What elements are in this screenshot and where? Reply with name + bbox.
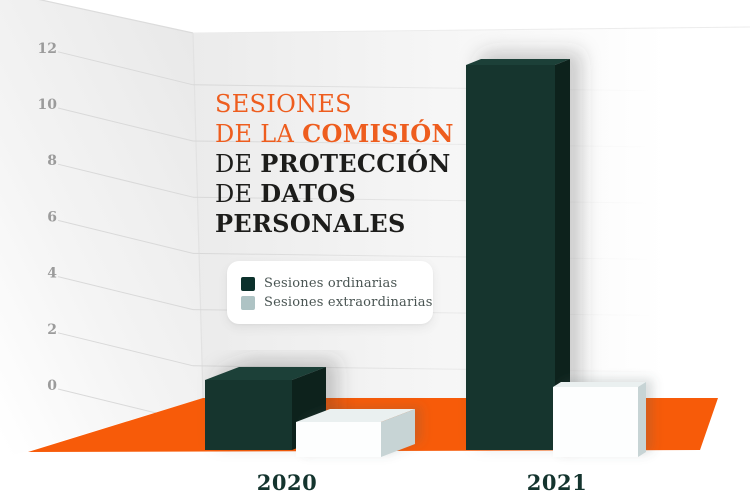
gridline-left-6 (57, 219, 194, 254)
y-tick-12: 12 (38, 41, 57, 57)
bar-top-face (553, 382, 646, 387)
bar-2020-extraordinarias (296, 409, 415, 457)
bar-2021-extraordinarias (553, 382, 646, 457)
bar-front-face (296, 422, 381, 457)
bar-top-face (205, 367, 326, 380)
bar-side-face (638, 382, 646, 457)
legend-item-extraordinarias: Sesiones extraordinarias (241, 295, 432, 310)
bar-top-face (296, 409, 415, 422)
gridline-left-12 (57, 51, 194, 86)
y-axis-labels: 0 2 4 6 8 10 12 (38, 41, 58, 394)
x-label-2020: 2020 (256, 470, 318, 495)
legend-label-ordinarias: Sesiones ordinarias (264, 276, 398, 291)
back-wall-top-edge (192, 26, 750, 34)
y-tick-10: 10 (38, 97, 58, 113)
gridline-back-6 (192, 252, 661, 260)
bar-2020-ordinarias (205, 367, 326, 450)
title-line-4: DE DATOS (215, 179, 357, 208)
bar-side-face (555, 59, 570, 450)
legend-card: Sesiones ordinarias Sesiones extraordina… (227, 261, 433, 324)
bar-side-face (381, 409, 415, 457)
bar-front-face (553, 387, 638, 457)
gridline-back-8 (192, 196, 661, 204)
title-line-5: PERSONALES (215, 209, 406, 238)
title-line-1: SESIONES (215, 90, 352, 118)
y-tick-4: 4 (47, 266, 57, 282)
title-line-3: DE PROTECCIÓN (215, 149, 451, 178)
wall-corner-edge (192, 32, 204, 399)
gridline-left-8 (57, 163, 194, 198)
gridline-back-12 (192, 84, 661, 92)
left-wall (0, 0, 203, 459)
gridline-back-10 (192, 140, 661, 148)
legend-label-extraordinarias: Sesiones extraordinarias (264, 295, 433, 310)
bar-front-face (205, 380, 292, 450)
y-tick-0: 0 (47, 378, 57, 394)
legend-swatch-extraordinarias-rect (241, 295, 255, 310)
legend-swatch-ordinarias (241, 276, 255, 291)
title-line-2: DE LA COMISIÓN (215, 119, 454, 148)
y-tick-6: 6 (47, 209, 57, 225)
legend-swatch-extraordinarias (241, 295, 255, 310)
bar-front-face (466, 65, 555, 450)
gridline-left-2 (57, 332, 194, 367)
left-wall-top-edge (38, 0, 194, 34)
x-label-2021: 2021 (526, 470, 588, 495)
y-tick-8: 8 (47, 153, 57, 169)
y-tick-2: 2 (47, 322, 57, 338)
legend-swatch-ordinarias-rect (241, 276, 255, 291)
gridline-left-4 (57, 276, 194, 311)
bar-top-face (466, 59, 570, 65)
bars (205, 59, 646, 457)
bar-2021-ordinarias (466, 59, 570, 450)
gridline-left-10 (57, 107, 194, 142)
legend-item-ordinarias: Sesiones ordinarias (241, 276, 419, 291)
gridline-back-2 (192, 365, 661, 373)
chart-title: SESIONES DE LA COMISIÓN DE PROTECCIÓN DE… (215, 90, 454, 239)
